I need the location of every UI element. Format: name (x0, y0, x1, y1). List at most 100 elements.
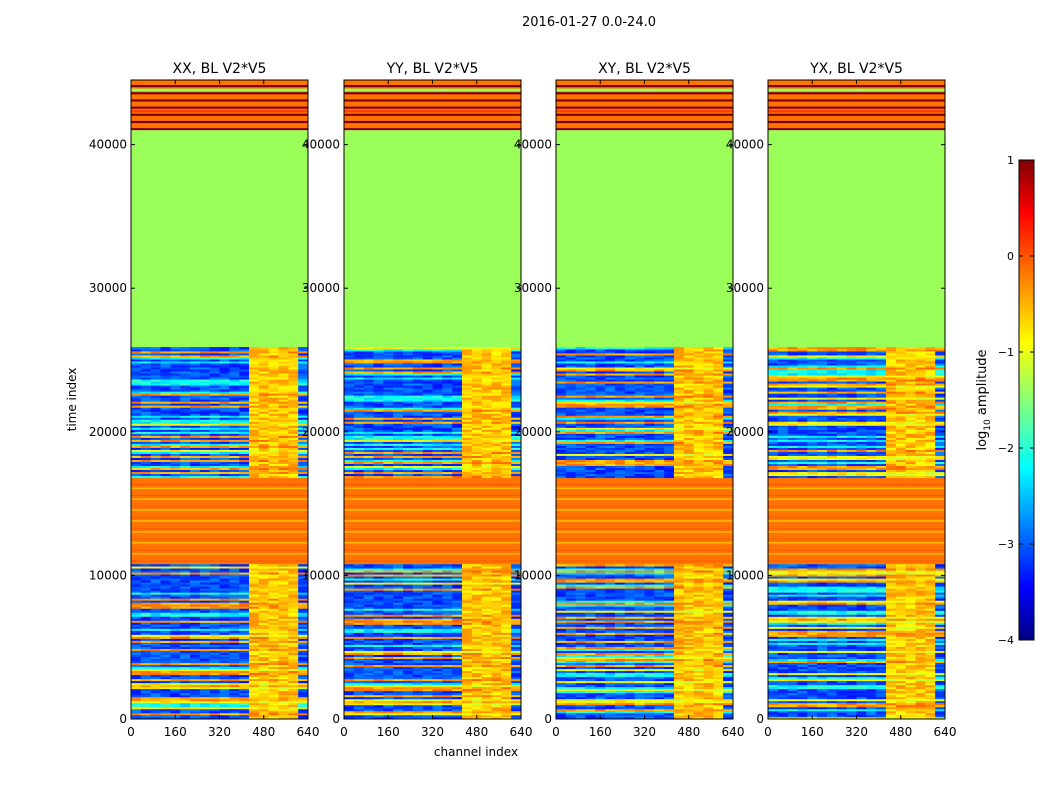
heatmap-cell (403, 580, 414, 583)
heatmap-cell (288, 662, 299, 666)
heatmap-cell (199, 716, 210, 720)
heatmap-cell (150, 678, 161, 682)
heatmap-cell (442, 642, 453, 645)
heatmap-cell (258, 602, 269, 605)
heatmap-cell (462, 564, 473, 567)
heatmap-cell (249, 644, 260, 647)
heatmap-cell (229, 678, 240, 682)
heatmap-cell (491, 417, 502, 420)
heatmap-cell (249, 580, 260, 583)
heatmap-cell (481, 712, 492, 716)
heatmap-cell (160, 419, 171, 422)
heatmap-cell (140, 351, 151, 354)
heatmap-cell (471, 572, 482, 575)
heatmap-cell (278, 632, 289, 635)
heatmap-cell (219, 678, 230, 682)
heatmap-cell (481, 417, 492, 420)
heatmap-cell (412, 686, 423, 690)
heatmap-cell (190, 397, 201, 400)
heatmap-cell (481, 457, 492, 460)
heatmap-cell (170, 459, 181, 462)
heatmap-cell (268, 640, 279, 643)
heatmap-cell (412, 381, 423, 384)
heatmap-cell (511, 403, 522, 406)
heatmap-cell (383, 395, 394, 398)
heatmap-cell (180, 606, 191, 609)
heatmap-cell (462, 594, 473, 597)
heatmap-cell (353, 612, 364, 615)
heatmap-cell (471, 578, 482, 581)
heatmap-cell (180, 612, 191, 615)
heatmap-cell (160, 393, 171, 396)
heatmap-cell (131, 405, 142, 408)
heatmap-cell (422, 405, 433, 408)
heatmap-cell (199, 580, 210, 583)
heatmap-cell (239, 383, 250, 386)
heatmap-cell (481, 437, 492, 440)
heatmap-cell (249, 690, 260, 694)
heatmap-cell (383, 473, 394, 477)
heatmap-cell (249, 606, 260, 609)
heatmap-cell (258, 584, 269, 587)
heatmap-cell (268, 648, 279, 651)
heatmap-cell (219, 431, 230, 434)
heatmap-cell (353, 451, 364, 454)
heatmap-cell (298, 353, 309, 356)
heatmap-cell (511, 586, 522, 589)
heatmap-cell (452, 385, 463, 388)
heatmap-cell (471, 405, 482, 408)
heatmap-cell (131, 704, 142, 708)
heatmap-cell (288, 453, 299, 456)
heatmap-cell (170, 582, 181, 585)
heatmap-cell (501, 373, 512, 376)
heatmap-cell (288, 656, 299, 659)
heatmap-cell (190, 666, 201, 670)
heatmap-cell (432, 644, 443, 647)
heatmap-cell (209, 427, 220, 430)
heatmap-cell (249, 572, 260, 575)
heatmap-cell (363, 437, 374, 440)
heatmap-cell (288, 624, 299, 627)
heatmap-cell (180, 586, 191, 589)
heatmap-cell (150, 379, 161, 382)
heatmap-cell (481, 469, 492, 473)
heatmap-cell (219, 634, 230, 637)
heatmap-cell (481, 564, 492, 567)
heatmap-cell (481, 658, 492, 662)
heatmap-cell (258, 694, 269, 698)
heatmap-cell (268, 698, 279, 702)
heatmap-cell (229, 682, 240, 686)
heatmap-cell (501, 608, 512, 611)
heatmap-cell (403, 421, 414, 424)
heatmap-cell (432, 660, 443, 664)
heatmap-cell (190, 401, 201, 404)
heatmap-cell (432, 608, 443, 611)
heatmap-cell (131, 586, 142, 589)
heatmap-cell (432, 582, 443, 585)
heatmap-cell (268, 624, 279, 627)
heatmap-cell (442, 469, 453, 473)
heatmap-cell (422, 642, 433, 645)
heatmap-cell (258, 403, 269, 406)
heatmap-cell (199, 628, 210, 631)
heatmap-cell (239, 678, 250, 682)
heatmap-cell (239, 475, 250, 479)
heatmap-cell (462, 411, 473, 414)
heatmap-cell (353, 435, 364, 438)
heatmap-cell (481, 696, 492, 700)
heatmap-cell (471, 634, 482, 637)
band-stripe (344, 92, 521, 95)
heatmap-cell (150, 598, 161, 601)
heatmap-cell (511, 590, 522, 593)
heatmap-cell (403, 459, 414, 462)
heatmap-cell (180, 570, 191, 573)
heatmap-cell (278, 401, 289, 404)
heatmap-cell (393, 568, 404, 571)
heatmap-cell (481, 636, 492, 639)
heatmap-cell (452, 636, 463, 639)
heatmap-cell (209, 457, 220, 460)
heatmap-cell (268, 564, 279, 567)
heatmap-cell (258, 347, 269, 350)
heatmap-cell (199, 644, 210, 647)
heatmap-cell (412, 441, 423, 444)
